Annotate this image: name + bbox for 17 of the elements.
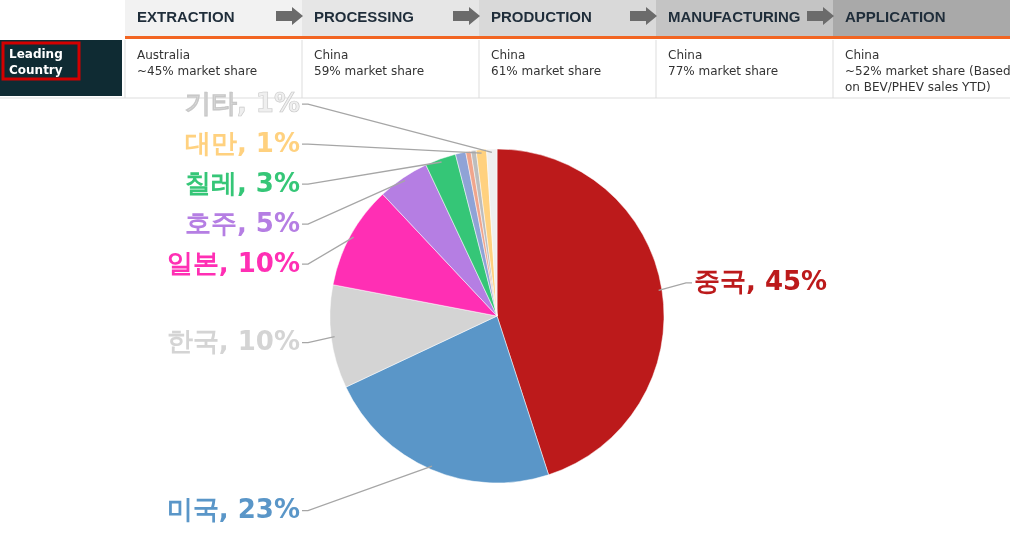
text: Leading Country	[9, 46, 63, 77]
slice-label: 칠레, 3%	[184, 167, 300, 198]
slice-label: 중국, 45%	[694, 266, 828, 297]
text: China 77% market share	[668, 47, 779, 78]
slice-label: 호주, 5%	[184, 207, 300, 238]
text: China 59% market share	[314, 47, 425, 78]
category-label: APPLICATION	[845, 7, 946, 25]
slice-label: 대만, 1%	[184, 127, 300, 158]
category-label: EXTRACTION	[137, 7, 235, 25]
text: China ~52% market share (Based on BEV/PHEV sales YTD)	[845, 47, 1011, 94]
slice-label: 미국, 23%	[166, 494, 300, 525]
slice-label: 일본, 10%	[166, 247, 300, 278]
category-label: MANUFACTURING	[668, 7, 801, 25]
category-label: PRODUCTION	[491, 7, 592, 25]
text: Australia ~45% market share	[137, 47, 258, 78]
text: China 61% market share	[491, 47, 602, 78]
category-label: PROCESSING	[314, 7, 415, 25]
